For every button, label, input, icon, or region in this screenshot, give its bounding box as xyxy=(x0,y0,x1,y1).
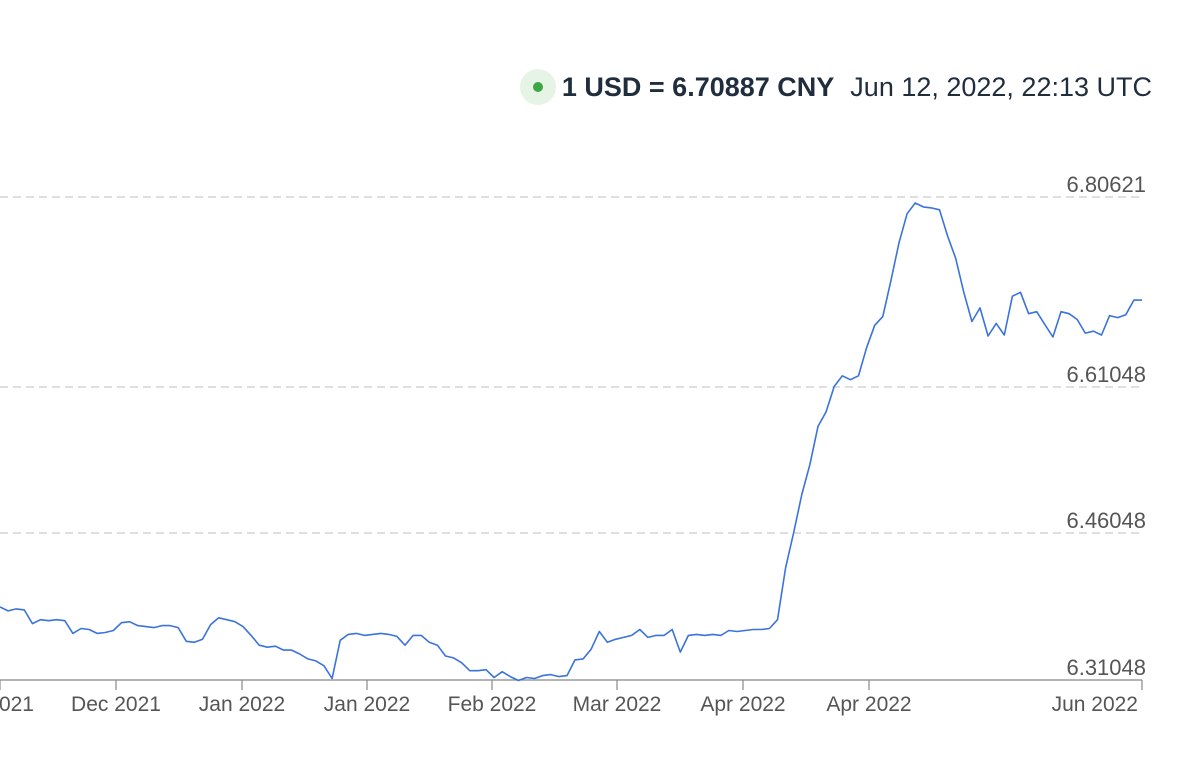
x-axis-labels: Nov 2021 Dec 2021 Jan 2022 Jan 2022 Feb 2022… xyxy=(0,693,1138,716)
rate-header: 1 USD = 6.70887 CNY Jun 12, 2022, 22:13 … xyxy=(519,62,1152,112)
x-tick-label: Jan 2022 xyxy=(324,693,410,716)
x-tick-label: Feb 2022 xyxy=(448,693,537,716)
y-tick-label: 6.61048 xyxy=(1066,362,1146,387)
grid-lines xyxy=(0,196,1142,681)
rate-line xyxy=(0,202,1142,682)
live-indicator xyxy=(519,69,556,105)
x-tick-label: Apr 2022 xyxy=(826,693,911,716)
y-tick-label: 6.31048 xyxy=(1066,655,1146,680)
y-tick-label: 6.80621 xyxy=(1066,172,1146,197)
x-tick-label: Jan 2022 xyxy=(199,693,285,716)
x-tick-label: Nov 2021 xyxy=(0,693,34,716)
x-tick-label: Apr 2022 xyxy=(700,693,785,716)
rate-line-series xyxy=(0,202,1142,682)
y-tick-label: 6.46048 xyxy=(1066,508,1146,533)
y-axis-labels: 6.80621 6.61048 6.46048 6.31048 xyxy=(1066,172,1146,680)
rate-timestamp: Jun 12, 2022, 22:13 UTC xyxy=(850,71,1152,102)
x-tick-label: Jun 2022 xyxy=(1052,693,1138,716)
x-tick-label: Mar 2022 xyxy=(573,693,662,716)
x-axis xyxy=(0,680,1143,690)
live-dot-icon xyxy=(532,82,543,92)
exchange-rate: 1 USD = 6.70887 CNY xyxy=(561,71,835,102)
x-tick-label: Dec 2021 xyxy=(71,693,161,716)
